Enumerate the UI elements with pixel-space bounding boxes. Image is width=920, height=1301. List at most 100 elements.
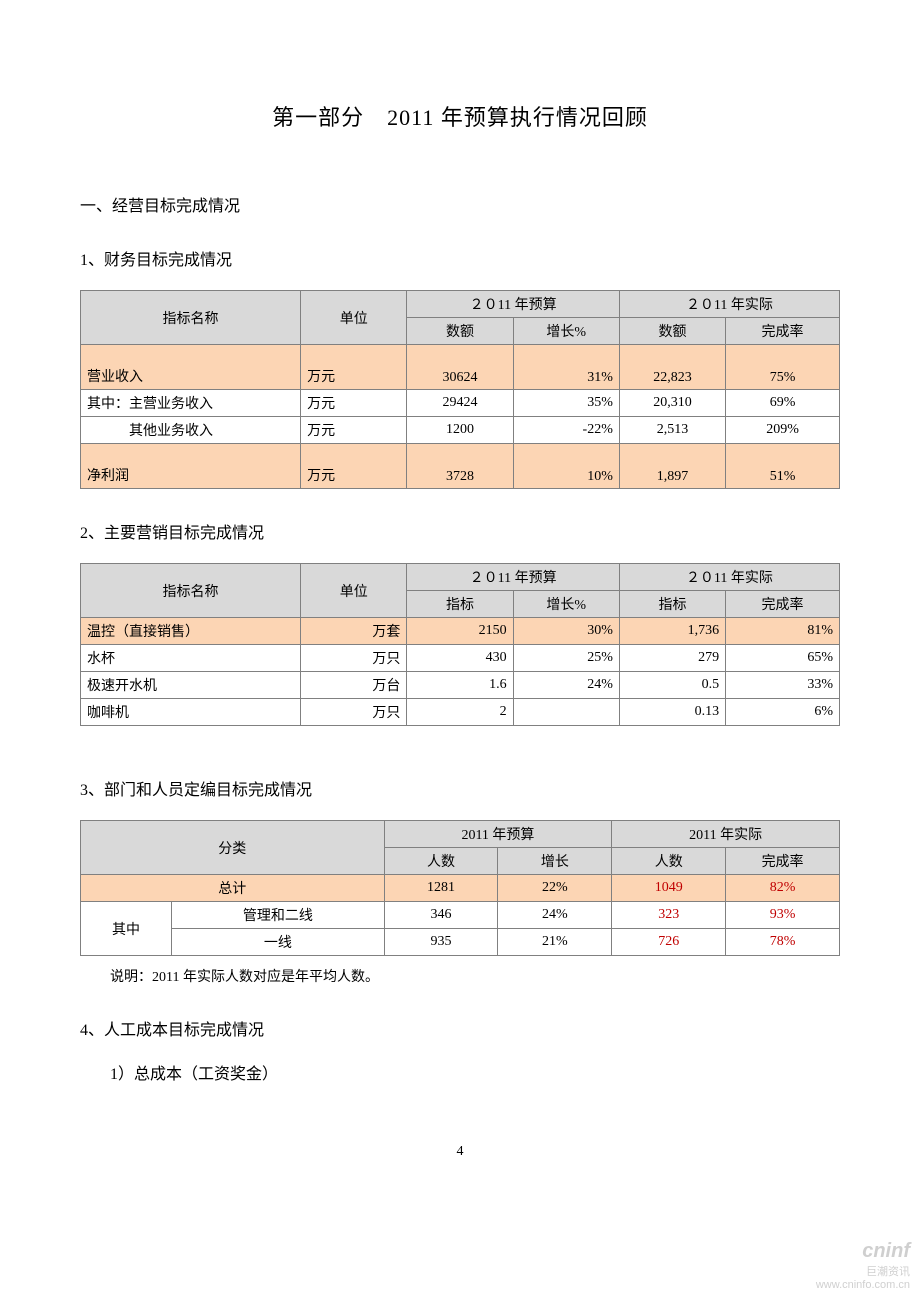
watermark-logo: cninf — [816, 1240, 910, 1263]
cell: 24% — [498, 902, 612, 929]
cell: 管理和二线 — [172, 902, 385, 929]
cell: 0.13 — [619, 699, 725, 726]
cell: 10% — [513, 444, 619, 489]
th-name: 指标名称 — [81, 564, 301, 618]
section-1-3-heading: 3、部门和人员定编目标完成情况 — [80, 776, 840, 800]
table-row: 其中：主营业务收入 万元 29424 35% 20,310 69% — [81, 390, 840, 417]
cell: 万台 — [301, 672, 407, 699]
table3-note: 说明：2011 年实际人数对应是年平均人数。 — [110, 966, 840, 986]
cell: 1,897 — [619, 444, 725, 489]
cell: 万只 — [301, 645, 407, 672]
cell: 万元 — [301, 345, 407, 390]
cell: 万元 — [301, 390, 407, 417]
watermark: cninf 巨潮资讯 www.cninfo.com.cn — [816, 1240, 910, 1291]
marketing-targets-table: 指标名称 单位 ２０11 年预算 ２０11 年实际 指标 增长% 指标 完成率 … — [80, 563, 840, 726]
cell: 30624 — [407, 345, 513, 390]
cell: 346 — [384, 902, 498, 929]
th-actual: 2011 年实际 — [612, 821, 840, 848]
cell: 1200 — [407, 417, 513, 444]
table-row: 其他业务收入 万元 1200 -22% 2,513 209% — [81, 417, 840, 444]
table-row: 水杯 万只 430 25% 279 65% — [81, 645, 840, 672]
th-rate: 完成率 — [726, 591, 840, 618]
cell: 31% — [513, 345, 619, 390]
table-row: 极速开水机 万台 1.6 24% 0.5 33% — [81, 672, 840, 699]
th-growth: 增长% — [513, 591, 619, 618]
cell: 其他业务收入 — [81, 417, 301, 444]
cell: 3728 — [407, 444, 513, 489]
watermark-site: www.cninfo.com.cn — [816, 1279, 910, 1291]
cell: 75% — [726, 345, 840, 390]
cell: 营业收入 — [81, 345, 301, 390]
th-name: 指标名称 — [81, 291, 301, 345]
th-target2: 指标 — [619, 591, 725, 618]
cell: 1.6 — [407, 672, 513, 699]
cell: 24% — [513, 672, 619, 699]
cell: 33% — [726, 672, 840, 699]
cell: 1,736 — [619, 618, 725, 645]
cell: 279 — [619, 645, 725, 672]
th-count: 人数 — [384, 848, 498, 875]
table-row: 总计 1281 22% 1049 82% — [81, 875, 840, 902]
cell: 29424 — [407, 390, 513, 417]
table-row: 一线 935 21% 726 78% — [81, 929, 840, 956]
cell: 6% — [726, 699, 840, 726]
th-actual: ２０11 年实际 — [619, 291, 839, 318]
cell: 1281 — [384, 875, 498, 902]
th-budget: ２０11 年预算 — [407, 291, 620, 318]
cell: 温控（直接销售） — [81, 618, 301, 645]
staffing-targets-table: 分类 2011 年预算 2011 年实际 人数 增长 人数 完成率 总计 128… — [80, 820, 840, 956]
cell: 69% — [726, 390, 840, 417]
table-row: 其中 管理和二线 346 24% 323 93% — [81, 902, 840, 929]
cell: 2 — [407, 699, 513, 726]
cell: 22,823 — [619, 345, 725, 390]
cell: 2,513 — [619, 417, 725, 444]
cell: 0.5 — [619, 672, 725, 699]
th-amount: 数额 — [407, 318, 513, 345]
page-title: 第一部分 2011 年预算执行情况回顾 — [80, 100, 840, 132]
th-unit: 单位 — [301, 291, 407, 345]
section-1-4-heading: 4、人工成本目标完成情况 — [80, 1016, 840, 1040]
cell: 430 — [407, 645, 513, 672]
cell: 82% — [726, 875, 840, 902]
cell: 35% — [513, 390, 619, 417]
cell: 其中 — [81, 902, 172, 956]
watermark-sub: 巨潮资讯 — [816, 1263, 910, 1279]
section-1-1-heading: 1、财务目标完成情况 — [80, 246, 840, 270]
cell — [513, 699, 619, 726]
cell: 78% — [726, 929, 840, 956]
table-row: 营业收入 万元 30624 31% 22,823 75% — [81, 345, 840, 390]
cell: 81% — [726, 618, 840, 645]
section-1-4-1-heading: 1）总成本（工资奖金） — [110, 1060, 840, 1084]
table-row: 咖啡机 万只 2 0.13 6% — [81, 699, 840, 726]
cell: 935 — [384, 929, 498, 956]
th-rate: 完成率 — [726, 848, 840, 875]
cell: 21% — [498, 929, 612, 956]
cell: 51% — [726, 444, 840, 489]
cell: 93% — [726, 902, 840, 929]
cell: 25% — [513, 645, 619, 672]
th-growth: 增长% — [513, 318, 619, 345]
th-target: 指标 — [407, 591, 513, 618]
cell: 总计 — [81, 875, 385, 902]
cell: 万元 — [301, 444, 407, 489]
th-budget: 2011 年预算 — [384, 821, 612, 848]
financial-targets-table: 指标名称 单位 ２０11 年预算 ２０11 年实际 数额 增长% 数额 完成率 … — [80, 290, 840, 489]
section-1-heading: 一、经营目标完成情况 — [80, 192, 840, 216]
cell: 22% — [498, 875, 612, 902]
cell: 极速开水机 — [81, 672, 301, 699]
cell: 一线 — [172, 929, 385, 956]
cell: 323 — [612, 902, 726, 929]
cell: 65% — [726, 645, 840, 672]
page-number: 4 — [80, 1144, 840, 1160]
th-growth: 增长 — [498, 848, 612, 875]
th-count2: 人数 — [612, 848, 726, 875]
cell: 1049 — [612, 875, 726, 902]
th-rate: 完成率 — [726, 318, 840, 345]
cell: 万套 — [301, 618, 407, 645]
table-row: 净利润 万元 3728 10% 1,897 51% — [81, 444, 840, 489]
th-amount2: 数额 — [619, 318, 725, 345]
cell: 净利润 — [81, 444, 301, 489]
cell: 2150 — [407, 618, 513, 645]
th-actual: ２０11 年实际 — [619, 564, 839, 591]
cell: 20,310 — [619, 390, 725, 417]
